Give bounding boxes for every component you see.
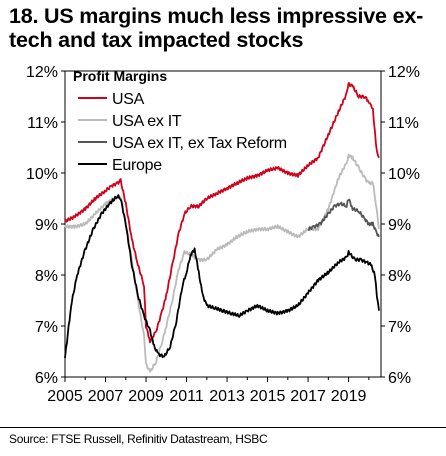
line-chart: 6% 6% 7% 7% 8% 8% 9% 9% 10% 10% 11% 11% 12% 12% 2005 20… xyxy=(26,64,420,405)
y-tick-label-right: 7% xyxy=(388,319,411,336)
y-tick-label-left: 9% xyxy=(35,217,58,234)
y-tick-label-right: 8% xyxy=(388,268,411,285)
y-tick-label-left: 10% xyxy=(26,166,58,183)
y-tick-label-right: 11% xyxy=(388,115,419,132)
legend-label: USA xyxy=(112,91,145,108)
legend-title: Profit Margins xyxy=(73,68,167,84)
x-tick-label: 2011 xyxy=(169,388,204,405)
series-line-1 xyxy=(64,82,380,344)
y-tick-label-left: 11% xyxy=(27,115,58,132)
series-line-4 xyxy=(64,194,380,359)
y-tick-label-left: 12% xyxy=(26,64,58,81)
x-tick-label: 2013 xyxy=(209,388,245,405)
legend-label: USA ex IT, ex Tax Reform xyxy=(112,135,287,152)
x-tick-label: 2009 xyxy=(128,388,164,405)
x-tick-label: 2007 xyxy=(88,388,124,405)
legend-label: Europe xyxy=(112,157,162,174)
x-tick-label: 2005 xyxy=(47,388,83,405)
y-tick-label-left: 7% xyxy=(35,319,58,336)
legend-label: USA ex IT xyxy=(112,113,182,130)
y-tick-label-right: 12% xyxy=(388,64,420,81)
series-line-3 xyxy=(307,198,380,238)
chart-title: 18. US margins much less impressive ex-t… xyxy=(9,4,424,52)
divider xyxy=(0,427,446,428)
y-tick-label-right: 10% xyxy=(388,166,420,183)
x-tick-label: 2017 xyxy=(290,388,326,405)
source-note: Source: FTSE Russell, Refinitiv Datastre… xyxy=(9,432,268,446)
y-tick-label-left: 8% xyxy=(35,268,58,285)
y-tick-label-right: 9% xyxy=(388,217,411,234)
y-tick-label-left: 6% xyxy=(35,370,58,387)
x-tick-label: 2015 xyxy=(250,388,286,405)
y-tick-label-right: 6% xyxy=(388,370,411,387)
x-tick-label: 2019 xyxy=(331,388,367,405)
